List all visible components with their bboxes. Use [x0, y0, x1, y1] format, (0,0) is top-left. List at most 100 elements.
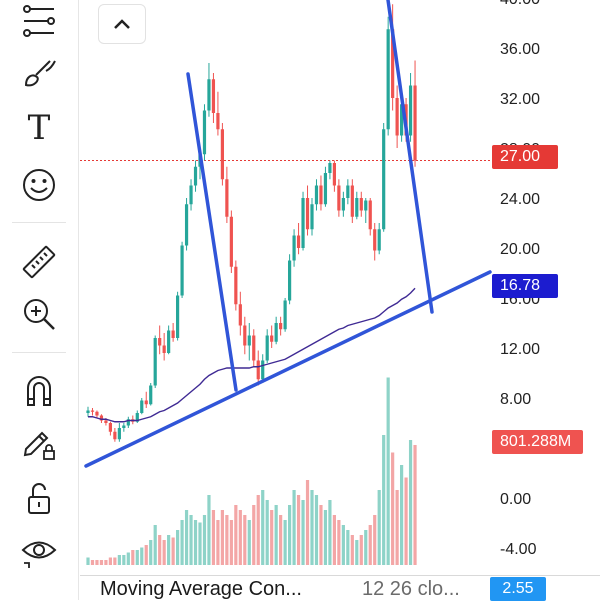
volume-bar	[95, 560, 99, 565]
brush-icon[interactable]	[14, 50, 64, 94]
volume-bar	[198, 522, 202, 565]
price-axis-tick-label: 20.00	[500, 241, 540, 258]
volume-bar	[314, 495, 319, 565]
price-axis-tick-label: 0.00	[500, 491, 531, 508]
price-axis-tick-label: 32.00	[500, 91, 540, 108]
candlestick	[292, 229, 296, 267]
eye-icon-graphic	[21, 541, 57, 568]
emoji-icon[interactable]	[14, 163, 64, 207]
price-axis-tick-label: 12.00	[500, 341, 540, 358]
candlestick	[90, 408, 95, 416]
candlestick	[341, 191, 345, 217]
toolbar-separator	[12, 222, 66, 223]
lock-drawing-icon[interactable]	[14, 420, 64, 464]
volume-bar	[350, 535, 354, 565]
text-tool-glyph: T	[27, 108, 51, 148]
candlestick	[346, 179, 350, 205]
volume-bar	[413, 445, 417, 565]
volume-bar	[140, 547, 144, 565]
candlestick	[229, 210, 233, 273]
volume-bar	[256, 495, 260, 565]
volume-bar	[162, 540, 166, 565]
candlestick	[220, 123, 224, 186]
candlestick	[122, 423, 126, 432]
eye-icon[interactable]	[14, 528, 64, 572]
volume-bar	[292, 490, 296, 565]
zoom-in-icon[interactable]	[14, 292, 64, 336]
support-trend-line[interactable]	[84, 270, 492, 468]
trend-line-tools-icon-graphic	[23, 5, 55, 37]
candlestick	[211, 73, 216, 123]
candlestick	[301, 191, 305, 251]
volume-bar	[408, 440, 413, 565]
candlestick	[364, 198, 368, 223]
volume-bar	[337, 520, 341, 565]
magnet-icon-graphic	[27, 376, 51, 406]
price-axis-tick-label: -4.00	[500, 541, 537, 558]
chevron-up-icon	[114, 19, 130, 29]
candlestick	[305, 185, 310, 236]
candlestick	[171, 323, 175, 342]
volume-bar	[176, 530, 180, 565]
candlestick	[359, 191, 363, 217]
volume-bar	[382, 435, 386, 565]
volume-bar	[238, 510, 242, 565]
volume-bar	[274, 505, 278, 565]
volume-bar	[328, 500, 332, 565]
candlestick	[314, 179, 319, 211]
candlestick	[373, 223, 377, 261]
candlestick	[153, 335, 157, 388]
candlestick	[386, 16, 390, 136]
volume-bar	[149, 540, 153, 565]
candlestick	[117, 423, 121, 442]
candlestick	[382, 123, 386, 232]
candlestick	[225, 166, 229, 223]
ruler-icon-graphic	[22, 245, 56, 279]
collapse-toolbar-button[interactable]	[98, 4, 146, 44]
volume-bar	[216, 520, 220, 565]
falling-trend-line-right[interactable]	[386, 0, 434, 314]
trend-line-drawings[interactable]	[84, 0, 492, 468]
magnet-icon[interactable]	[14, 368, 64, 412]
candlestick	[238, 291, 242, 336]
indicator-name[interactable]: Moving Average Con...	[100, 578, 302, 600]
candlestick	[247, 323, 251, 361]
unlock-icon[interactable]	[14, 476, 64, 520]
ruler-icon[interactable]	[14, 240, 64, 284]
volume-bar	[135, 550, 139, 565]
toolbar-separator	[12, 352, 66, 353]
trend-line-tools-icon[interactable]	[14, 0, 64, 44]
volume-bar	[323, 510, 328, 565]
candlestick	[355, 191, 359, 220]
volume-bar	[310, 490, 314, 565]
indicator-legend-bar[interactable]: Moving Average Con... 12 26 clo... 2.55	[80, 575, 600, 601]
chart-area[interactable]: 40.0036.0032.0028.0024.0020.0016.0012.00…	[80, 0, 600, 575]
volume-bar	[207, 495, 211, 565]
volume-bar	[373, 515, 377, 565]
volume-bar	[220, 510, 224, 565]
current-price-label: 27.00	[492, 145, 558, 169]
candlestick	[167, 325, 171, 355]
text-icon[interactable]: T	[14, 106, 64, 150]
price-axis-tick-label: 40.00	[500, 0, 540, 8]
volume-bar	[90, 560, 95, 565]
indicator-value-badge: 2.55	[490, 577, 546, 601]
volume-bar	[126, 552, 130, 565]
volume-bar	[211, 510, 216, 565]
candlestick	[328, 160, 332, 180]
volume-bar	[368, 525, 372, 565]
candlestick	[162, 333, 166, 361]
drawing-toolbar: T	[0, 0, 79, 600]
volume-bar	[395, 490, 399, 565]
candlestick	[108, 421, 112, 436]
candlestick	[288, 254, 292, 305]
candlestick	[350, 179, 354, 223]
price-axis-tick-label: 36.00	[500, 41, 540, 58]
candlesticks	[86, 4, 417, 442]
volume-bar	[377, 490, 381, 565]
price-chart[interactable]: 40.0036.0032.0028.0024.0020.0016.0012.00…	[80, 0, 600, 575]
candlestick	[202, 104, 207, 161]
candlestick	[144, 391, 148, 408]
emoji-icon-graphic	[23, 169, 55, 201]
falling-trend-line-left[interactable]	[186, 72, 238, 392]
